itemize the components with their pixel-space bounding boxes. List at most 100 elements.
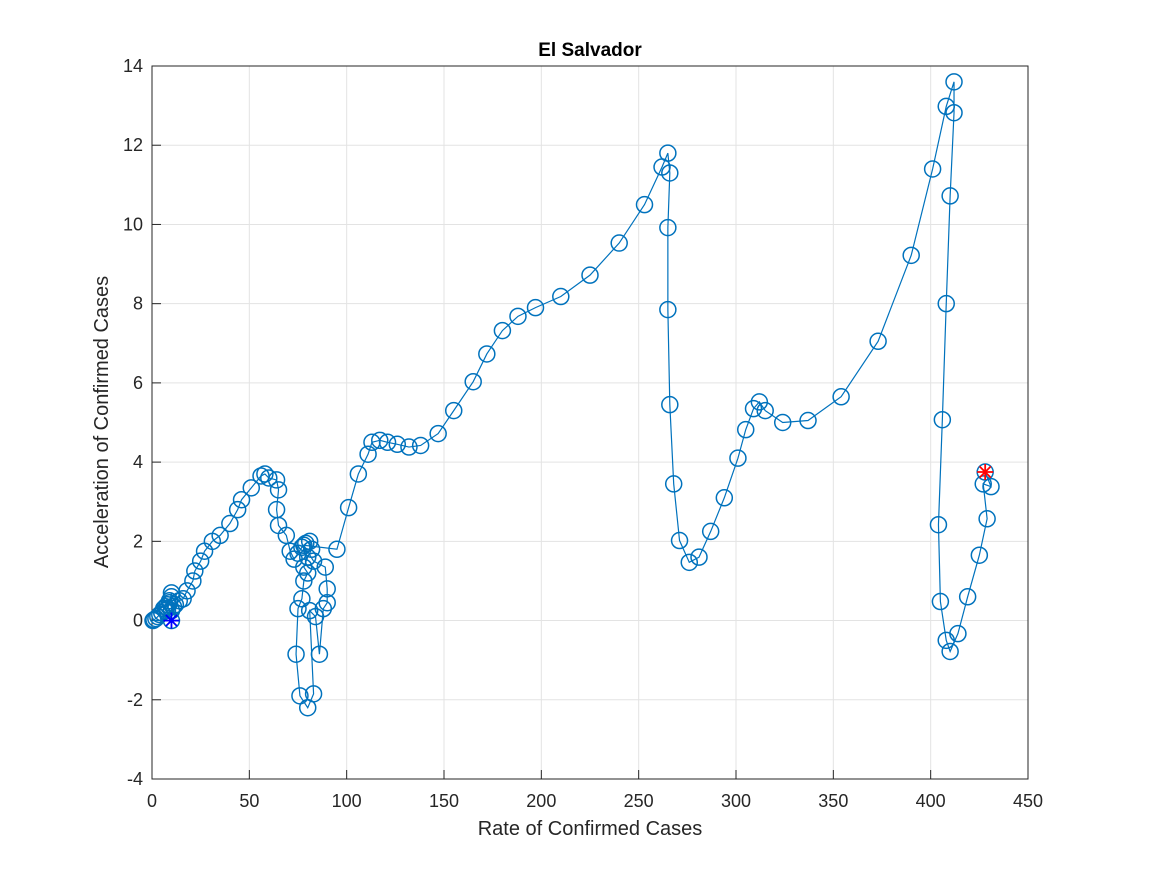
point — [610, 234, 628, 252]
y-tick-label: 8 — [133, 294, 143, 314]
y-tick-label: 6 — [133, 373, 143, 393]
point — [277, 526, 296, 545]
point — [156, 601, 175, 620]
point — [949, 624, 967, 643]
y-tick-label: 10 — [123, 214, 143, 234]
point — [744, 399, 763, 418]
point — [295, 572, 313, 590]
y-tick-label: 4 — [133, 452, 143, 472]
point — [378, 433, 397, 452]
chart-title: El Salvador — [538, 40, 642, 61]
point — [659, 218, 677, 237]
point — [750, 393, 769, 411]
point — [429, 424, 447, 443]
y-axis-label: Acceleration of Confirmed Cases — [91, 276, 113, 568]
star-stroke — [978, 465, 992, 479]
point — [228, 500, 247, 519]
x-tick-label: 50 — [239, 791, 259, 811]
point — [958, 588, 977, 606]
point — [931, 592, 950, 611]
y-tick-label: 0 — [133, 611, 143, 631]
y-tick-label: 14 — [123, 56, 143, 76]
x-tick-label: 400 — [916, 791, 946, 811]
point — [242, 479, 261, 497]
point — [799, 411, 817, 430]
point — [970, 546, 989, 564]
point — [661, 395, 679, 414]
point — [664, 475, 683, 493]
point — [400, 438, 418, 456]
y-tick-label: -2 — [127, 690, 143, 710]
y-tick-label: -4 — [127, 769, 143, 789]
x-tick-label: 300 — [721, 791, 751, 811]
star-stroke — [165, 614, 178, 627]
point — [493, 321, 512, 340]
point — [941, 642, 959, 661]
y-tick-label: 12 — [123, 135, 143, 155]
point — [256, 465, 274, 483]
point — [328, 540, 346, 559]
point — [186, 562, 204, 580]
point — [287, 645, 305, 663]
point — [318, 580, 336, 598]
point — [552, 287, 570, 306]
point — [444, 401, 463, 420]
point — [937, 294, 955, 313]
point — [661, 164, 679, 182]
point — [978, 510, 996, 528]
point — [736, 420, 755, 439]
point — [933, 410, 952, 429]
point — [298, 564, 317, 582]
point — [304, 552, 323, 570]
point — [923, 160, 942, 178]
point — [690, 548, 708, 566]
point — [295, 536, 313, 555]
point — [411, 436, 430, 455]
point — [316, 558, 335, 576]
point — [221, 514, 239, 533]
point — [581, 266, 599, 284]
point — [310, 645, 329, 663]
point — [945, 103, 963, 122]
point — [902, 246, 920, 265]
point — [297, 534, 315, 553]
point — [295, 558, 313, 576]
point — [509, 307, 527, 326]
y-tick-label: 2 — [133, 531, 143, 551]
point — [174, 590, 192, 608]
point — [267, 471, 286, 489]
point — [773, 413, 792, 432]
point — [314, 599, 333, 618]
point — [232, 490, 251, 509]
point — [701, 522, 720, 541]
point — [269, 481, 288, 499]
point — [729, 449, 747, 467]
point — [941, 187, 959, 205]
point — [349, 465, 368, 483]
point — [289, 599, 307, 618]
point — [929, 515, 948, 534]
marker-star — [977, 464, 994, 481]
x-tick-label: 250 — [624, 791, 654, 811]
point — [388, 435, 407, 454]
x-axis-label: Rate of Confirmed Cases — [478, 818, 703, 840]
point — [659, 144, 677, 162]
x-tick-label: 200 — [526, 791, 556, 811]
point — [680, 553, 699, 572]
point — [974, 475, 992, 493]
point — [464, 372, 482, 391]
point — [359, 445, 377, 463]
point — [318, 593, 336, 612]
point — [982, 477, 1000, 496]
point — [260, 469, 278, 487]
x-tick-label: 100 — [332, 791, 362, 811]
point — [302, 540, 321, 559]
point — [304, 685, 323, 703]
point — [371, 431, 389, 450]
marker-star — [163, 612, 180, 629]
x-tick-label: 0 — [147, 791, 157, 811]
point — [339, 498, 358, 517]
